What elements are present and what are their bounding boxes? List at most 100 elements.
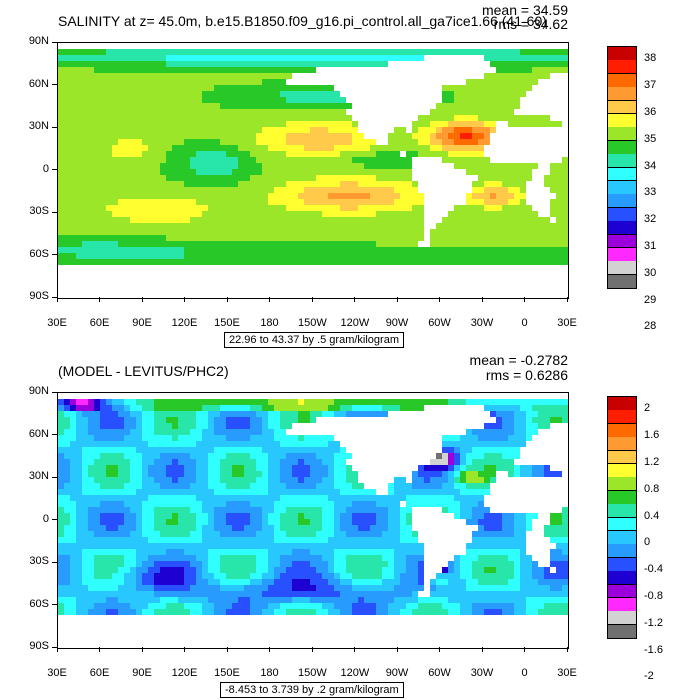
field-cell <box>250 543 256 549</box>
field-cell <box>400 399 406 405</box>
field-cell <box>340 55 346 61</box>
field-cell <box>316 555 322 561</box>
field-cell <box>160 513 166 519</box>
field-cell <box>526 253 532 259</box>
field-cell <box>160 61 166 67</box>
field-cell <box>70 187 76 193</box>
field-cell <box>70 525 76 531</box>
field-cell <box>244 109 250 115</box>
field-cell <box>250 579 256 585</box>
field-cell <box>214 73 220 79</box>
field-cell <box>556 55 562 61</box>
field-cell <box>88 579 94 585</box>
field-cell <box>496 453 502 459</box>
field-cell <box>304 103 310 109</box>
field-cell <box>460 97 466 103</box>
field-cell <box>346 49 352 55</box>
field-cell <box>436 241 442 247</box>
field-cell <box>262 585 268 591</box>
field-cell <box>244 417 250 423</box>
field-cell <box>310 507 316 513</box>
field-cell <box>106 229 112 235</box>
field-cell <box>184 591 190 597</box>
field-cell <box>280 531 286 537</box>
field-cell <box>442 49 448 55</box>
field-cell <box>388 181 394 187</box>
field-cell <box>376 531 382 537</box>
field-cell <box>250 193 256 199</box>
field-cell <box>94 79 100 85</box>
field-cell <box>328 465 334 471</box>
field-cell <box>472 139 478 145</box>
field-cell <box>340 187 346 193</box>
field-cell <box>340 97 346 103</box>
field-cell <box>304 151 310 157</box>
field-cell <box>208 507 214 513</box>
field-cell <box>142 531 148 537</box>
field-cell <box>172 253 178 259</box>
field-cell <box>208 133 214 139</box>
field-cell <box>226 567 232 573</box>
field-cell <box>526 471 532 477</box>
field-cell <box>154 259 160 265</box>
field-cell <box>250 91 256 97</box>
field-cell <box>310 441 316 447</box>
field-cell <box>76 489 82 495</box>
field-cell <box>214 91 220 97</box>
field-cell <box>382 163 388 169</box>
field-cell <box>208 567 214 573</box>
field-cell <box>562 217 568 223</box>
field-cell <box>202 253 208 259</box>
field-cell <box>208 579 214 585</box>
field-cell <box>112 567 118 573</box>
field-cell <box>538 573 544 579</box>
field-cell <box>448 399 454 405</box>
field-cell <box>508 549 514 555</box>
field-cell <box>244 223 250 229</box>
field-cell <box>220 453 226 459</box>
field-cell <box>256 405 262 411</box>
field-cell <box>160 495 166 501</box>
field-cell <box>322 223 328 229</box>
field-cell <box>430 259 436 265</box>
field-cell <box>328 109 334 115</box>
field-cell <box>394 405 400 411</box>
field-cell <box>190 411 196 417</box>
field-cell <box>82 127 88 133</box>
field-cell <box>148 169 154 175</box>
field-cell <box>178 205 184 211</box>
field-cell <box>76 211 82 217</box>
field-cell <box>226 543 232 549</box>
field-cell <box>208 519 214 525</box>
field-cell <box>430 579 436 585</box>
field-cell <box>544 175 550 181</box>
field-cell <box>322 199 328 205</box>
field-cell <box>442 465 448 471</box>
field-cell <box>130 145 136 151</box>
field-cell <box>136 151 142 157</box>
field-cell <box>562 519 568 525</box>
field-cell <box>208 253 214 259</box>
field-cell <box>172 561 178 567</box>
field-cell <box>490 235 496 241</box>
field-cell <box>250 199 256 205</box>
colorbar-level-label: 38 <box>644 52 657 65</box>
field-cell <box>130 193 136 199</box>
field-cell <box>178 405 184 411</box>
field-cell <box>274 91 280 97</box>
field-cell <box>238 399 244 405</box>
field-cell <box>466 229 472 235</box>
field-cell <box>208 423 214 429</box>
field-cell <box>226 229 232 235</box>
field-cell <box>262 211 268 217</box>
field-cell <box>376 199 382 205</box>
field-cell <box>226 61 232 67</box>
field-cell <box>520 67 526 73</box>
field-cell <box>364 399 370 405</box>
field-cell <box>388 253 394 259</box>
field-cell <box>244 73 250 79</box>
field-cell <box>106 483 112 489</box>
field-cell <box>484 405 490 411</box>
field-cell <box>208 157 214 163</box>
field-cell <box>232 145 238 151</box>
